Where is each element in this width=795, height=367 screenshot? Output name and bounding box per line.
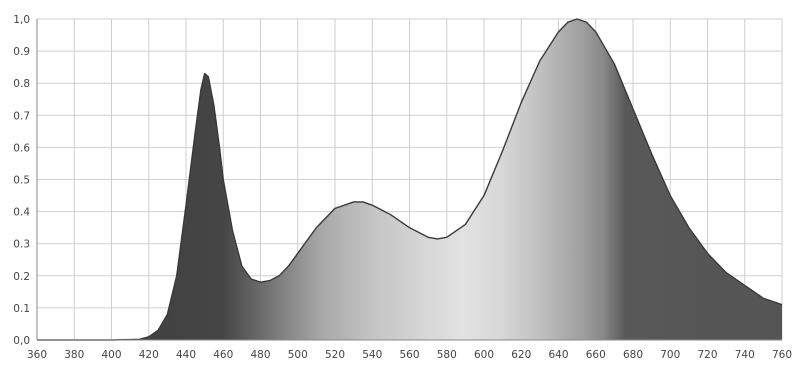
x-tick-label: 440 <box>176 349 196 361</box>
data-point <box>614 63 615 64</box>
data-point <box>483 195 484 196</box>
data-point <box>726 272 727 273</box>
y-tick-label: 0.8 <box>13 78 30 90</box>
data-point <box>157 330 158 331</box>
x-tick-labels: 360 380 400 420 440 460 480 500 520 540 560 580 600 6… <box>27 349 792 361</box>
x-tick-label: 500 <box>288 349 308 361</box>
x-tick-label: 460 <box>213 349 233 361</box>
y-tick-label: 0.1 <box>13 303 30 315</box>
data-point <box>223 179 224 180</box>
data-point <box>208 76 209 77</box>
data-point <box>241 266 242 267</box>
spectrum-line <box>37 18 783 341</box>
spectrum-area <box>37 18 783 341</box>
data-point <box>437 238 438 239</box>
data-point <box>446 237 447 238</box>
data-point <box>558 31 559 32</box>
data-point <box>651 153 652 154</box>
x-tick-label: 360 <box>27 349 47 361</box>
data-point <box>567 22 568 23</box>
data-point <box>409 227 410 228</box>
x-tick-label: 480 <box>250 349 270 361</box>
x-tick-label: 640 <box>548 349 568 361</box>
data-point <box>334 208 335 209</box>
data-point <box>167 314 168 315</box>
data-point <box>688 227 689 228</box>
data-point <box>353 201 354 202</box>
x-tick-label: 720 <box>697 349 717 361</box>
data-point <box>269 280 270 281</box>
x-tick-label: 580 <box>437 349 457 361</box>
y-tick-labels: 0,0 0.1 0.2 0.3 0.4 0.5 0.6 0.7 0.8 0.9 1,0 <box>13 14 30 347</box>
data-point <box>595 31 596 32</box>
data-point <box>502 150 503 151</box>
x-tick-label: 520 <box>325 349 345 361</box>
y-tick-label: 1,0 <box>13 14 30 26</box>
data-point <box>781 304 782 305</box>
data-point <box>297 253 298 254</box>
data-point <box>195 131 196 132</box>
data-point <box>707 253 708 254</box>
x-tick-label: 600 <box>474 349 494 361</box>
data-point <box>251 278 252 279</box>
data-point <box>521 102 522 103</box>
data-point <box>744 285 745 286</box>
x-tick-label: 620 <box>511 349 531 361</box>
data-point <box>372 205 373 206</box>
data-point <box>539 60 540 61</box>
data-point <box>200 89 201 90</box>
x-tick-label: 700 <box>660 349 680 361</box>
data-point <box>763 298 764 299</box>
data-point <box>390 214 391 215</box>
data-point <box>632 108 633 109</box>
data-point <box>316 227 317 228</box>
data-point <box>288 266 289 267</box>
y-tick-label: 0.9 <box>13 46 30 58</box>
y-tick-label: 0.6 <box>13 142 30 154</box>
data-point <box>185 205 186 206</box>
data-point <box>428 237 429 238</box>
spectrum-fill <box>37 19 782 340</box>
data-point <box>219 147 220 148</box>
x-tick-label: 540 <box>362 349 382 361</box>
axes <box>36 19 782 341</box>
data-point <box>279 275 280 276</box>
y-tick-label: 0.7 <box>13 110 30 122</box>
data-point <box>213 105 214 106</box>
data-point <box>670 195 671 196</box>
data-point <box>465 224 466 225</box>
data-point <box>260 282 261 283</box>
y-tick-label: 0.4 <box>13 207 30 219</box>
x-tick-label: 560 <box>399 349 419 361</box>
y-tick-label: 0.5 <box>13 175 30 187</box>
x-tick-label: 660 <box>586 349 606 361</box>
x-tick-label: 740 <box>735 349 755 361</box>
x-tick-label: 420 <box>139 349 159 361</box>
y-tick-label: 0.2 <box>13 271 30 283</box>
x-tick-label: 680 <box>623 349 643 361</box>
x-tick-label: 760 <box>772 349 792 361</box>
data-point <box>362 201 363 202</box>
data-point <box>232 230 233 231</box>
y-tick-label: 0,0 <box>13 335 30 347</box>
data-point <box>148 336 149 337</box>
data-point <box>204 73 205 74</box>
data-point <box>586 22 587 23</box>
x-tick-label: 400 <box>101 349 121 361</box>
y-tick-label: 0.3 <box>13 239 30 251</box>
data-point <box>577 18 578 19</box>
data-point <box>176 275 177 276</box>
x-tick-label: 380 <box>64 349 84 361</box>
